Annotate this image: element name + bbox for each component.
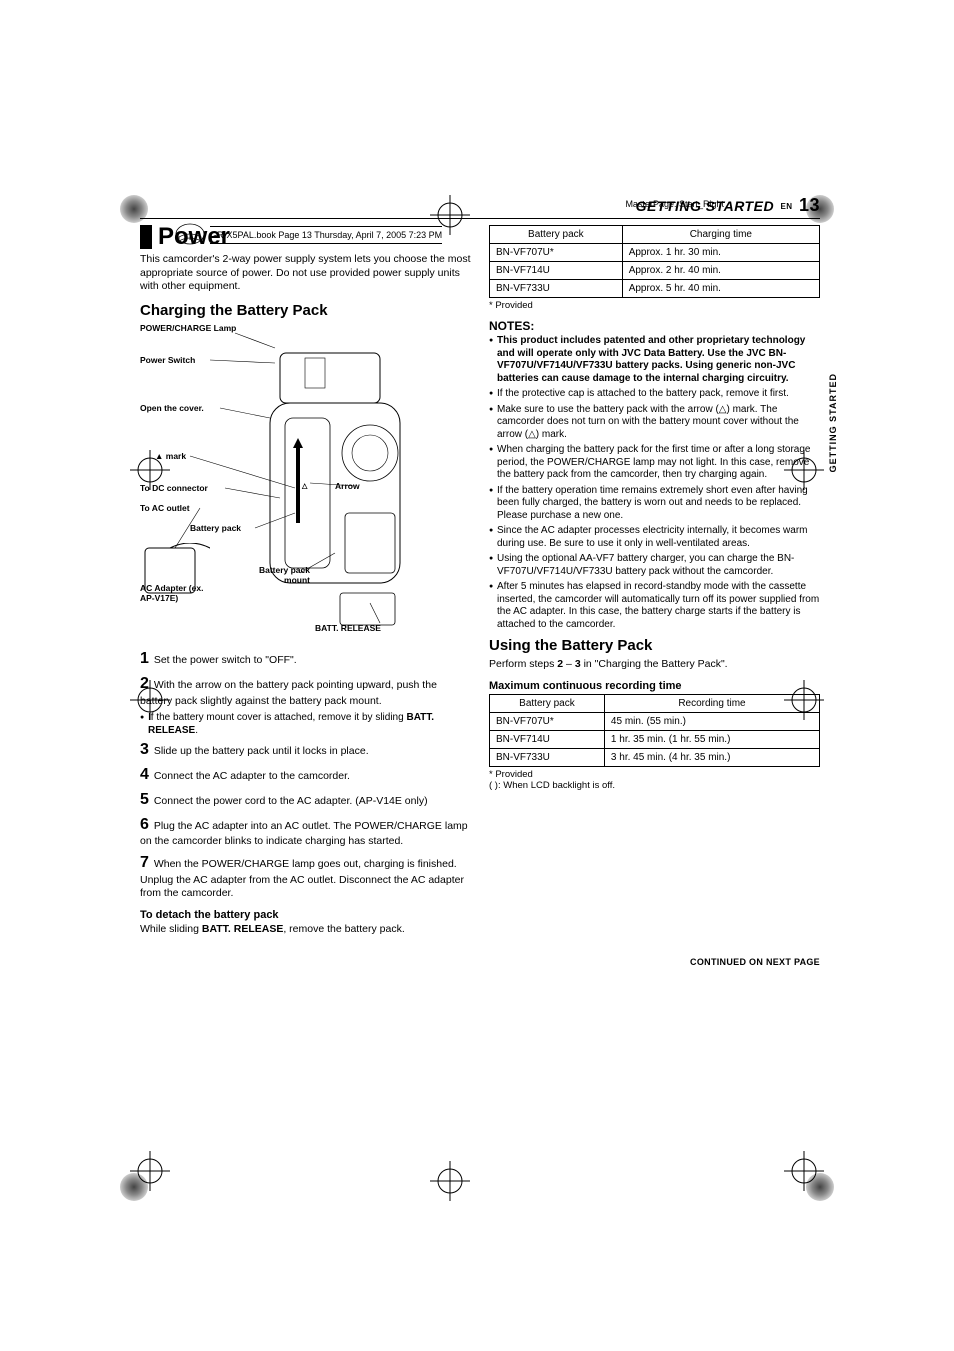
- using-text: Perform steps 2 – 3 in "Charging the Bat…: [489, 658, 820, 672]
- step: 7 When the POWER/CHARGE lamp goes out, c…: [140, 853, 471, 901]
- max-recording-heading: Maximum continuous recording time: [489, 680, 820, 692]
- charging-time-table: Battery pack Charging time BN-VF707U*App…: [489, 225, 820, 298]
- note-item: If the battery operation time remains ex…: [489, 485, 820, 523]
- step2-bullet: If the battery mount cover is attached, …: [140, 712, 471, 737]
- provided-footnote: * Provided: [489, 769, 820, 780]
- note-item: Using the optional AA-VF7 battery charge…: [489, 553, 820, 578]
- note-item: This product includes patented and other…: [489, 335, 820, 385]
- table-row: BN-VF714U1 hr. 35 min. (1 hr. 55 min.): [490, 730, 820, 748]
- table-row: BN-VF707U*45 min. (55 min.): [490, 712, 820, 730]
- note-item: After 5 minutes has elapsed in record-st…: [489, 581, 820, 631]
- continued-label: CONTINUED ON NEXT PAGE: [140, 957, 820, 967]
- side-tab: GETTING STARTED: [828, 373, 838, 472]
- camcorder-diagram: △ POWER/CHARGE Lamp Power Switch Open th…: [140, 323, 471, 643]
- detach-heading: To detach the battery pack: [140, 909, 471, 921]
- table-header: Charging time: [622, 226, 819, 244]
- provided-footnote: * Provided: [489, 300, 820, 311]
- table-header: Recording time: [604, 694, 819, 712]
- note-item: If the protective cap is attached to the…: [489, 388, 820, 401]
- note-item: Since the AC adapter processes electrici…: [489, 525, 820, 550]
- table-row: BN-VF733U3 hr. 45 min. (4 hr. 35 min.): [490, 748, 820, 766]
- recording-time-table: Battery pack Recording time BN-VF707U*45…: [489, 694, 820, 767]
- intro-text: This camcorder's 2-way power supply syst…: [140, 253, 471, 294]
- table-header: Battery pack: [490, 226, 623, 244]
- detach-text: While sliding BATT. RELEASE, remove the …: [140, 923, 471, 937]
- note-item: Make sure to use the battery pack with t…: [489, 404, 820, 442]
- note-item: When charging the battery pack for the f…: [489, 444, 820, 482]
- table-row: BN-VF707U*Approx. 1 hr. 30 min.: [490, 244, 820, 262]
- left-column: Power This camcorder's 2-way power suppl…: [140, 225, 471, 937]
- step: 4 Connect the AC adapter to the camcorde…: [140, 765, 471, 786]
- section-header: GETTING STARTED EN 13: [140, 195, 820, 219]
- step: 6 Plug the AC adapter into an AC outlet.…: [140, 815, 471, 849]
- right-column: Battery pack Charging time BN-VF707U*App…: [489, 225, 820, 937]
- step: 1 Set the power switch to "OFF".: [140, 649, 471, 670]
- heading-power: Power: [140, 225, 471, 249]
- step: 2 With the arrow on the battery pack poi…: [140, 674, 471, 708]
- table-row: BN-VF714UApprox. 2 hr. 40 min.: [490, 262, 820, 280]
- heading-using-battery: Using the Battery Pack: [489, 637, 820, 654]
- step: 5 Connect the power cord to the AC adapt…: [140, 790, 471, 811]
- table-header: Battery pack: [490, 694, 605, 712]
- step: 3 Slide up the battery pack until it loc…: [140, 740, 471, 761]
- paren-footnote: ( ): When LCD backlight is off.: [489, 780, 820, 791]
- heading-charging: Charging the Battery Pack: [140, 302, 471, 319]
- notes-heading: NOTES:: [489, 319, 820, 333]
- table-row: BN-VF733UApprox. 5 hr. 40 min.: [490, 280, 820, 298]
